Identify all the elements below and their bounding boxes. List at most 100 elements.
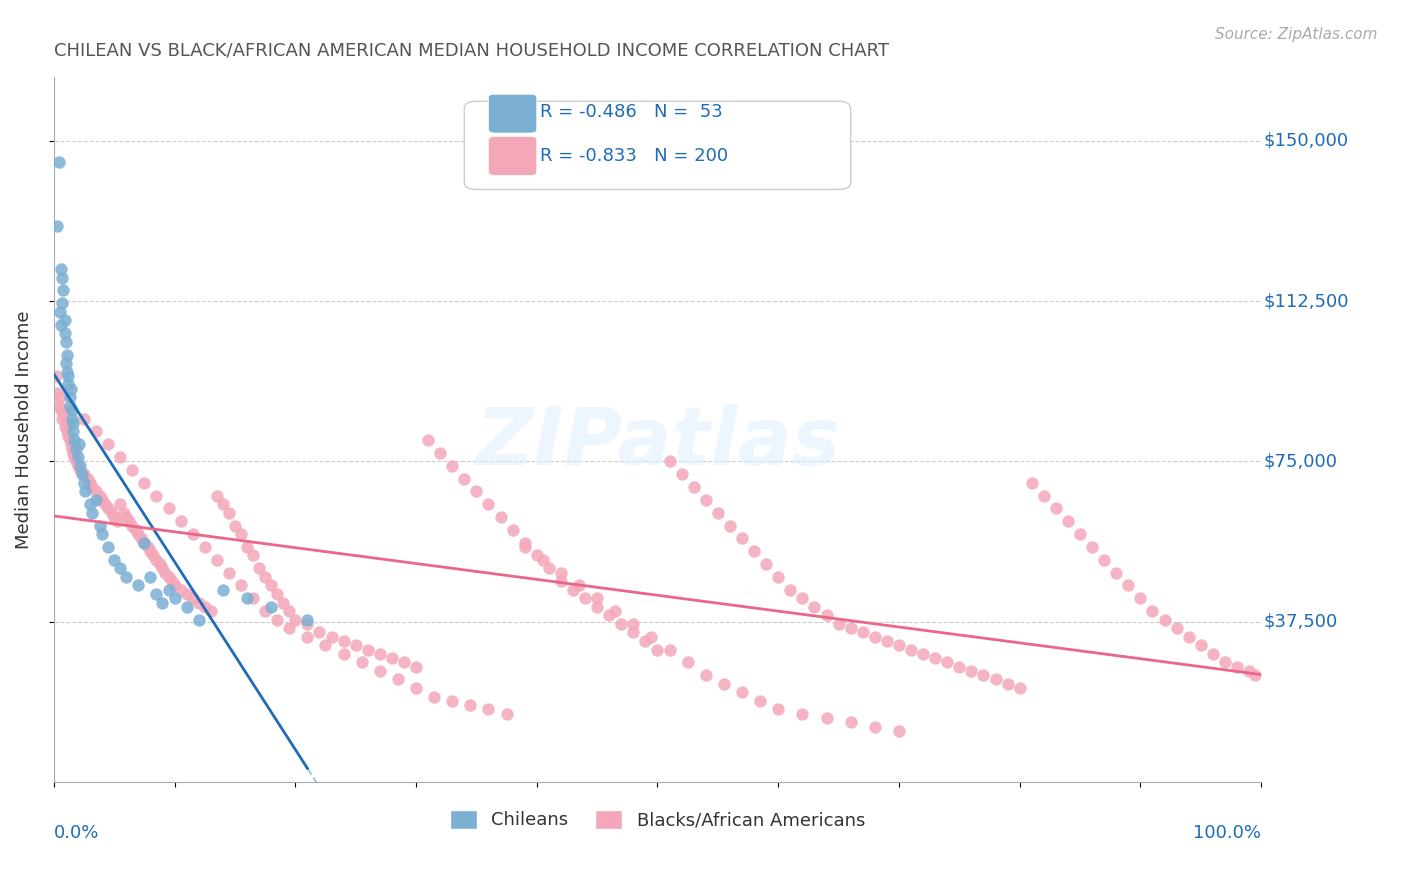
Text: $75,000: $75,000 [1264,452,1337,470]
Point [139,544,162,558]
Point [62,416,84,430]
Point [53,326,76,340]
Point [58,390,80,404]
Point [205,489,228,503]
Point [429,446,451,460]
Point [766,570,789,584]
Point [695,492,717,507]
Point [1118,578,1140,592]
Point [242,549,264,563]
Point [405,659,427,673]
Point [145,489,167,503]
Point [912,647,935,661]
Point [59,437,82,451]
Point [513,535,536,549]
Point [1105,566,1128,580]
Point [169,514,191,528]
Point [1177,630,1199,644]
Point [350,656,373,670]
Point [89,489,111,503]
Point [52,284,75,298]
Point [1226,659,1249,673]
Point [731,532,754,546]
FancyBboxPatch shape [488,136,537,176]
Point [887,638,910,652]
Point [129,532,152,546]
Point [682,480,704,494]
Point [839,715,862,730]
Point [212,497,235,511]
Point [103,553,125,567]
Point [121,518,143,533]
Point [887,723,910,738]
Point [160,574,183,589]
Point [707,506,730,520]
Point [321,630,343,644]
Point [60,411,83,425]
Point [149,557,172,571]
Point [73,467,96,482]
Point [82,480,104,494]
Point [1032,489,1054,503]
Point [254,570,277,584]
Point [58,377,80,392]
Point [212,582,235,597]
Point [181,527,204,541]
Point [73,411,96,425]
Point [58,433,80,447]
Point [605,604,627,618]
Point [55,356,77,370]
Point [97,437,120,451]
Point [972,668,994,682]
Point [105,514,128,528]
Point [640,630,662,644]
Point [152,595,174,609]
Point [260,578,283,592]
Point [441,694,464,708]
Point [453,471,475,485]
Point [815,711,838,725]
Point [187,613,209,627]
Point [247,561,270,575]
Point [297,613,319,627]
Point [58,368,80,383]
Point [48,155,70,169]
Point [766,702,789,716]
Point [56,347,79,361]
Point [70,467,93,482]
Point [153,566,176,580]
Point [634,634,657,648]
Point [1189,638,1212,652]
Point [181,591,204,606]
Point [163,591,186,606]
Point [75,484,97,499]
Point [924,651,946,665]
Point [56,365,79,379]
Point [297,616,319,631]
Point [610,616,633,631]
Point [84,425,107,439]
Point [60,403,83,417]
Point [127,527,149,541]
Point [1092,553,1115,567]
Point [176,599,198,614]
Point [194,540,217,554]
Point [863,630,886,644]
Point [218,566,240,580]
Point [55,334,77,349]
Point [827,616,849,631]
Point [63,433,86,447]
Point [502,523,524,537]
Point [157,570,180,584]
Point [49,305,72,319]
Point [163,578,186,592]
Point [115,510,138,524]
Point [134,535,156,549]
Point [948,659,970,673]
Point [169,582,191,597]
Point [49,390,72,404]
Point [56,425,79,439]
Point [586,591,609,606]
Text: Source: ZipAtlas.com: Source: ZipAtlas.com [1215,27,1378,42]
Point [621,616,644,631]
